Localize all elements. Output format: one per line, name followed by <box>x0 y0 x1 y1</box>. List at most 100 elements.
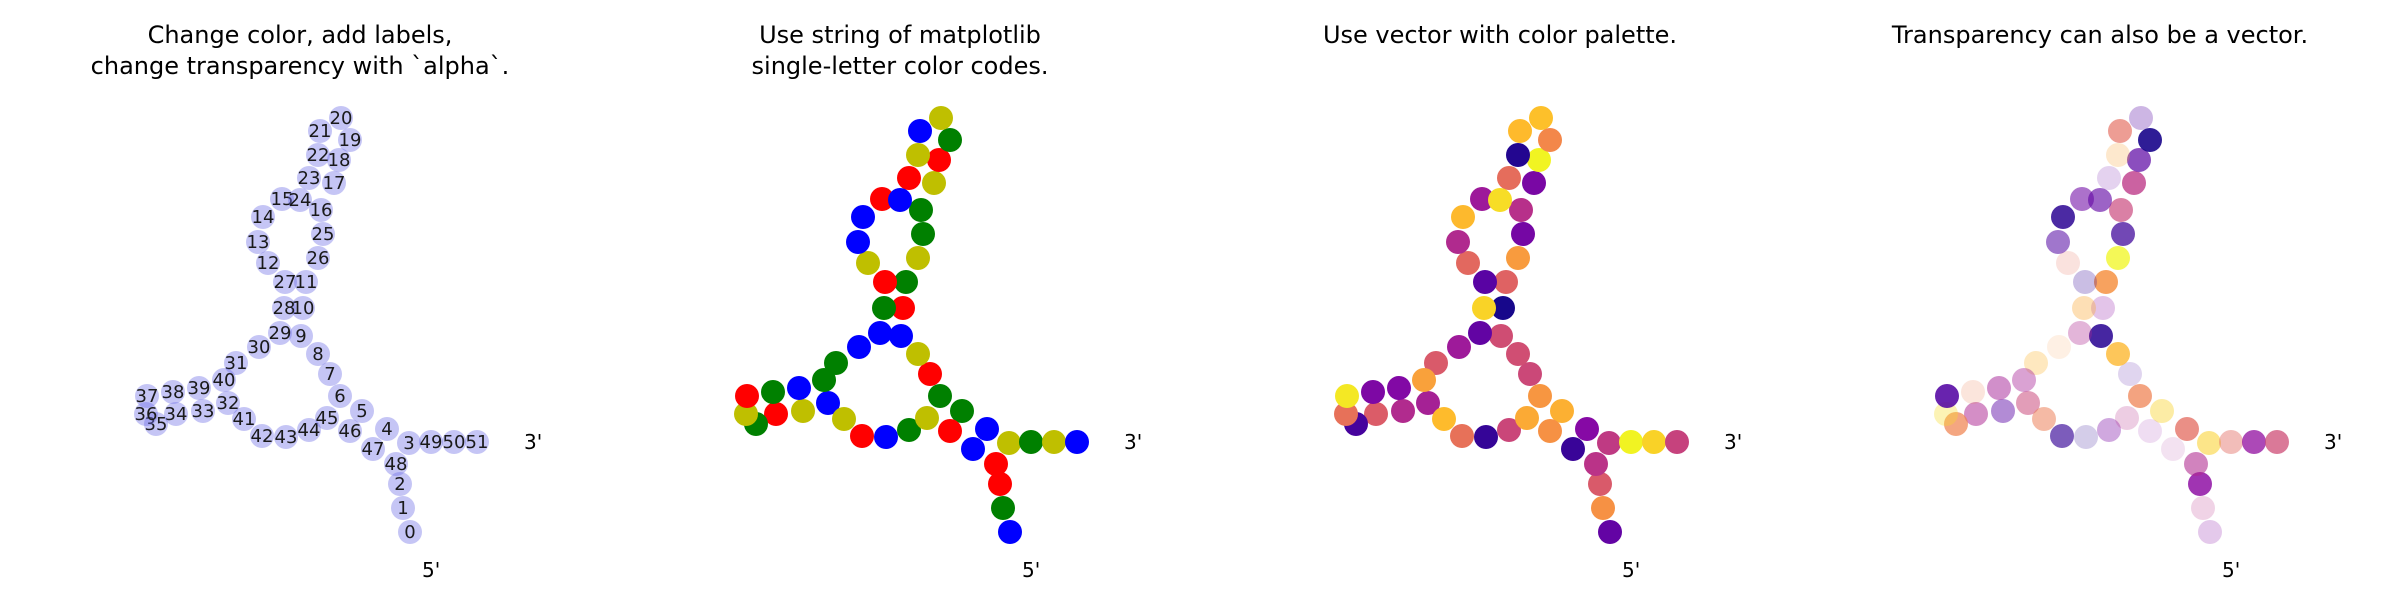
node-label-panel1-44: 44 <box>298 420 321 441</box>
node-point-panel1-17 <box>322 171 346 195</box>
node-point-panel1-14 <box>251 205 275 229</box>
node-point-panel4-19 <box>2138 128 2162 152</box>
node-point-panel2-32 <box>816 391 840 415</box>
node-point-panel3-49 <box>1619 430 1643 454</box>
node-point-panel1-43 <box>274 425 298 449</box>
node-point-panel3-37 <box>1335 384 1359 408</box>
node-point-panel2-27 <box>873 270 897 294</box>
node-point-panel2-47 <box>961 437 985 461</box>
node-point-panel3-8 <box>1506 342 1530 366</box>
node-point-panel1-8 <box>306 342 330 366</box>
node-point-panel4-22 <box>2106 143 2130 167</box>
node-point-panel2-13 <box>846 230 870 254</box>
node-point-panel2-2 <box>988 472 1012 496</box>
node-point-panel3-7 <box>1518 362 1542 386</box>
node-point-panel4-38 <box>1961 380 1985 404</box>
node-point-panel2-1 <box>991 496 1015 520</box>
node-point-panel3-20 <box>1529 106 1553 130</box>
node-point-panel2-50 <box>1042 430 1066 454</box>
node-label-panel1-12: 12 <box>257 253 280 274</box>
node-label-panel1-50: 50 <box>443 432 466 453</box>
node-label-panel1-21: 21 <box>309 121 332 142</box>
node-point-panel1-48 <box>384 452 408 476</box>
node-point-panel3-15 <box>1470 187 1494 211</box>
node-point-panel2-26 <box>906 246 930 270</box>
node-point-panel2-12 <box>856 251 880 275</box>
node-label-panel1-49: 49 <box>420 432 443 453</box>
node-point-panel3-24 <box>1488 188 1512 212</box>
three-prime-label-3: 3' <box>1724 430 1743 454</box>
node-point-panel2-36 <box>734 402 758 426</box>
node-point-panel1-46 <box>338 419 362 443</box>
node-label-panel1-32: 32 <box>217 393 240 414</box>
node-point-panel1-6 <box>328 384 352 408</box>
node-point-panel1-35 <box>144 412 168 436</box>
node-point-panel3-25 <box>1511 222 1535 246</box>
node-point-panel1-51 <box>465 430 489 454</box>
node-label-panel1-25: 25 <box>312 224 335 245</box>
node-label-panel1-14: 14 <box>252 207 275 228</box>
node-point-panel2-25 <box>911 222 935 246</box>
node-point-panel4-15 <box>2070 187 2094 211</box>
node-point-panel2-5 <box>950 399 974 423</box>
node-point-panel2-19 <box>938 128 962 152</box>
five-prime-label-3: 5' <box>1622 558 1641 582</box>
node-point-panel1-27 <box>273 270 297 294</box>
node-label-panel1-16: 16 <box>310 200 333 221</box>
node-point-panel3-31 <box>1424 351 1448 375</box>
node-point-panel1-47 <box>361 437 385 461</box>
node-point-panel3-0 <box>1598 520 1622 544</box>
node-point-panel1-50 <box>442 430 466 454</box>
three-prime-label-4: 3' <box>2324 430 2343 454</box>
node-label-panel1-45: 45 <box>316 408 339 429</box>
node-point-panel1-20 <box>329 106 353 130</box>
node-point-panel4-8 <box>2106 342 2130 366</box>
node-point-panel3-22 <box>1506 143 1530 167</box>
node-label-panel1-29: 29 <box>269 323 292 344</box>
node-label-panel1-20: 20 <box>330 108 353 129</box>
node-label-panel1-43: 43 <box>275 427 298 448</box>
node-point-panel3-29 <box>1468 321 1492 345</box>
node-point-panel4-7 <box>2118 362 2142 386</box>
node-point-panel4-5 <box>2150 399 2174 423</box>
node-point-panel1-49 <box>419 430 443 454</box>
node-point-panel4-3 <box>2197 431 2221 455</box>
node-point-panel2-3 <box>997 431 1021 455</box>
node-point-panel4-25 <box>2111 222 2135 246</box>
node-point-panel4-23 <box>2097 166 2121 190</box>
panel-title-1: Change color, add labels, change transpa… <box>90 21 510 80</box>
node-point-panel1-18 <box>327 148 351 172</box>
node-label-panel1-36: 36 <box>135 404 158 425</box>
node-point-panel1-13 <box>246 230 270 254</box>
node-point-panel1-21 <box>308 119 332 143</box>
node-point-panel4-30 <box>2047 335 2071 359</box>
node-point-panel3-3 <box>1597 431 1621 455</box>
node-point-panel2-33 <box>791 399 815 423</box>
node-point-panel4-0 <box>2198 520 2222 544</box>
node-point-panel3-44 <box>1497 418 1521 442</box>
node-point-panel1-24 <box>288 188 312 212</box>
node-label-panel1-47: 47 <box>362 439 385 460</box>
node-point-panel3-33 <box>1391 399 1415 423</box>
node-point-panel3-1 <box>1591 496 1615 520</box>
node-point-panel1-11 <box>294 270 318 294</box>
node-label-panel1-23: 23 <box>298 168 321 189</box>
node-point-panel4-20 <box>2129 106 2153 130</box>
node-point-panel4-46 <box>2138 419 2162 443</box>
node-point-panel2-34 <box>764 402 788 426</box>
node-point-panel3-14 <box>1451 205 1475 229</box>
node-label-panel1-28: 28 <box>273 298 296 319</box>
node-point-panel3-34 <box>1364 402 1388 426</box>
node-point-panel1-45 <box>315 406 339 430</box>
node-point-panel4-11 <box>2094 270 2118 294</box>
node-point-panel4-14 <box>2051 205 2075 229</box>
node-label-panel1-34: 34 <box>165 404 188 425</box>
node-point-panel2-46 <box>938 419 962 443</box>
node-label-panel1-40: 40 <box>213 370 236 391</box>
node-label-panel1-35: 35 <box>145 414 168 435</box>
node-point-panel1-19 <box>338 128 362 152</box>
node-point-panel2-17 <box>922 171 946 195</box>
node-point-panel4-24 <box>2088 188 2112 212</box>
node-label-panel1-26: 26 <box>307 248 330 269</box>
node-point-panel4-45 <box>2115 406 2139 430</box>
